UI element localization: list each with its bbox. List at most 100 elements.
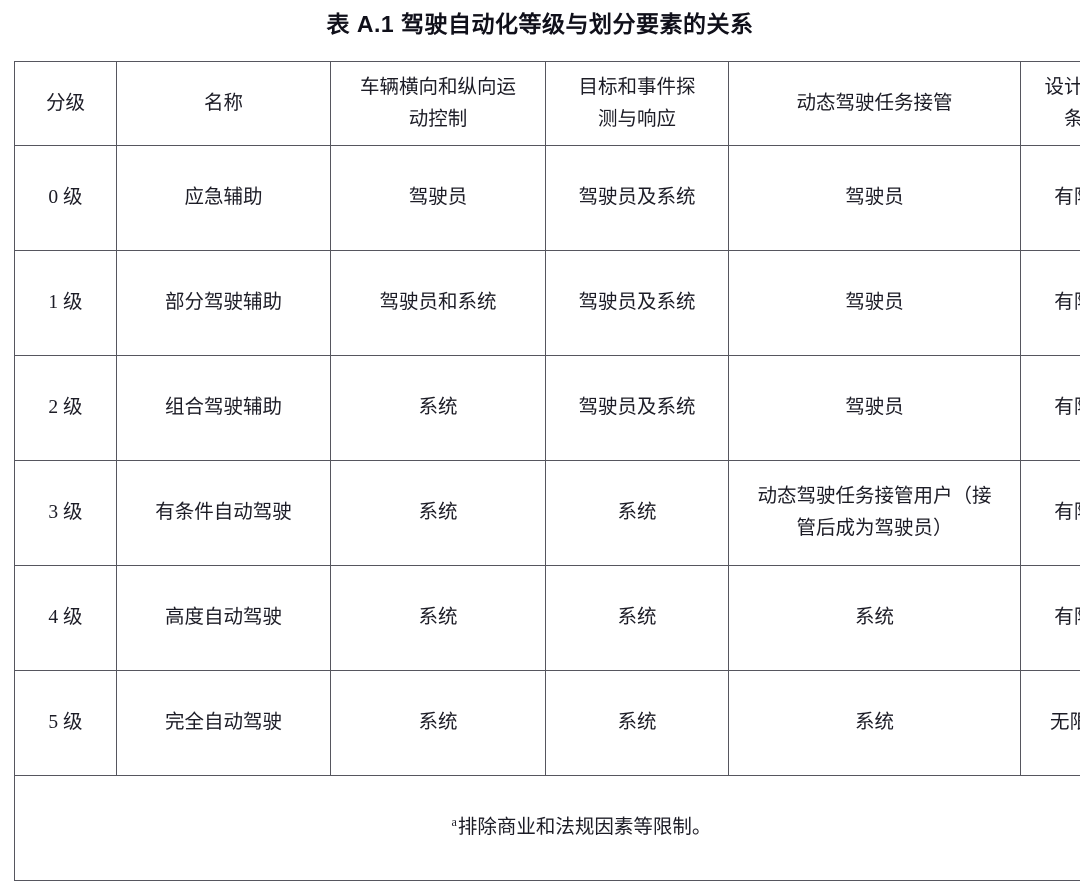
cell-lines: 部分驾驶辅助 (123, 287, 324, 319)
cell-line: 4 级 (21, 602, 110, 634)
table-row: 0 级 应急辅助 驾驶员 驾 (15, 146, 1080, 251)
cell-line: 动态驾驶任务接管用户（接 (735, 481, 1014, 513)
table-body: 0 级 应急辅助 驾驶员 驾 (15, 146, 1080, 881)
cell-lines: 1 级 (21, 287, 110, 319)
cell-line: 驾驶员 (337, 182, 539, 214)
header-line: 设计运行 (1027, 72, 1080, 104)
cell-lines: 驾驶员 (337, 182, 539, 214)
cell-level: 3 级 (15, 461, 117, 566)
cell-line: 管后成为驾驶员） (735, 513, 1014, 545)
cell-lines: 系统 (552, 497, 722, 529)
cell-lines: 系统 (735, 602, 1014, 634)
cell-line: 驾驶员和系统 (337, 287, 539, 319)
cell-motion-control: 驾驶员 (331, 146, 546, 251)
cell-lines: 系统 (337, 602, 539, 634)
cell-line: 组合驾驶辅助 (123, 392, 324, 424)
cell-level: 1 级 (15, 251, 117, 356)
cell-name: 有条件自动驾驶 (117, 461, 331, 566)
cell-motion-control: 系统 (331, 566, 546, 671)
cell-line: 驾驶员 (735, 287, 1014, 319)
header-line: 动控制 (337, 104, 539, 136)
cell-fallback: 系统 (729, 566, 1021, 671)
cell-line: 驾驶员 (735, 182, 1014, 214)
column-header-ddt-fallback: 动态驾驶任务接管 (729, 62, 1021, 146)
header-line: 分级 (21, 88, 110, 120)
cell-line: 高度自动驾驶 (123, 602, 324, 634)
cell-line: 系统 (735, 602, 1014, 634)
cell-oedr: 驾驶员及系统 (546, 251, 729, 356)
table-header-row: 分级 名称 车辆横向和纵向运 动控制 (15, 62, 1080, 146)
table-footnote-row: a排除商业和法规因素等限制。 (15, 776, 1080, 881)
header-line: 目标和事件探 (552, 72, 722, 104)
cell-name: 完全自动驾驶 (117, 671, 331, 776)
cell-line: 应急辅助 (123, 182, 324, 214)
header-lines-fallback: 动态驾驶任务接管 (735, 88, 1014, 120)
table-row: 4 级 高度自动驾驶 系统 (15, 566, 1080, 671)
column-header-lateral-longitudinal-motion-control: 车辆横向和纵向运 动控制 (331, 62, 546, 146)
cell-lines: 有条件自动驾驶 (123, 497, 324, 529)
cell-line: 3 级 (21, 497, 110, 529)
header-lines-odd: 设计运行 条件 (1027, 72, 1080, 135)
table-title: 表 A.1 驾驶自动化等级与划分要素的关系 (0, 0, 1080, 40)
cell-odd: 有限制 (1021, 251, 1080, 356)
cell-footnote: a排除商业和法规因素等限制。 (15, 776, 1080, 881)
cell-line: 系统 (337, 392, 539, 424)
cell-motion-control: 系统 (331, 671, 546, 776)
cell-lines: 驾驶员 (735, 392, 1014, 424)
table-row: 1 级 部分驾驶辅助 驾驶员和系统 (15, 251, 1080, 356)
cell-lines: 驾驶员 (735, 182, 1014, 214)
cell-motion-control: 驾驶员和系统 (331, 251, 546, 356)
cell-lines: 应急辅助 (123, 182, 324, 214)
cell-line: 有条件自动驾驶 (123, 497, 324, 529)
footnote-text: 排除商业和法规因素等限制。 (458, 817, 712, 838)
cell-fallback: 驾驶员 (729, 251, 1021, 356)
cell-lines: 系统 (337, 497, 539, 529)
cell-line: 系统 (337, 602, 539, 634)
cell-lines: 驾驶员和系统 (337, 287, 539, 319)
cell-fallback: 动态驾驶任务接管用户（接 管后成为驾驶员） (729, 461, 1021, 566)
cell-line: 系统 (552, 707, 722, 739)
table-container: 分级 名称 车辆横向和纵向运 动控制 (14, 61, 1068, 881)
header-lines-motion: 车辆横向和纵向运 动控制 (337, 72, 539, 135)
cell-lines: 驾驶员及系统 (552, 287, 722, 319)
cell-line: 系统 (735, 707, 1014, 739)
cell-lines: 组合驾驶辅助 (123, 392, 324, 424)
cell-fallback: 系统 (729, 671, 1021, 776)
cell-odd: 有限制 (1021, 566, 1080, 671)
cell-lines: 2 级 (21, 392, 110, 424)
header-line: 测与响应 (552, 104, 722, 136)
header-lines-oedr: 目标和事件探 测与响应 (552, 72, 722, 135)
cell-line: 0 级 (21, 182, 110, 214)
table-row: 3 级 有条件自动驾驶 系统 (15, 461, 1080, 566)
cell-lines: 完全自动驾驶 (123, 707, 324, 739)
header-lines-name: 名称 (123, 88, 324, 120)
cell-odd: 有限制 (1021, 461, 1080, 566)
cell-line: 1 级 (21, 287, 110, 319)
cell-lines: 有限制 (1027, 392, 1080, 424)
cell-lines: 有限制 (1027, 182, 1080, 214)
cell-name: 部分驾驶辅助 (117, 251, 331, 356)
cell-line: 有限制 (1027, 602, 1080, 634)
cell-line: 系统 (552, 602, 722, 634)
cell-line: 系统 (337, 707, 539, 739)
cell-fallback: 驾驶员 (729, 146, 1021, 251)
cell-line: 2 级 (21, 392, 110, 424)
cell-lines: 系统 (337, 392, 539, 424)
cell-lines: 动态驾驶任务接管用户（接 管后成为驾驶员） (735, 481, 1014, 544)
header-line: 车辆横向和纵向运 (337, 72, 539, 104)
cell-lines: 驾驶员及系统 (552, 182, 722, 214)
cell-line: 5 级 (21, 707, 110, 739)
header-lines-level: 分级 (21, 88, 110, 120)
header-line: 动态驾驶任务接管 (735, 88, 1014, 120)
cell-line: 驾驶员及系统 (552, 182, 722, 214)
cell-level: 2 级 (15, 356, 117, 461)
cell-oedr: 系统 (546, 461, 729, 566)
cell-lines: 高度自动驾驶 (123, 602, 324, 634)
cell-level: 0 级 (15, 146, 117, 251)
cell-lines: 0 级 (21, 182, 110, 214)
cell-line: 有限制 (1027, 287, 1080, 319)
cell-name: 应急辅助 (117, 146, 331, 251)
cell-name: 组合驾驶辅助 (117, 356, 331, 461)
cell-lines: 5 级 (21, 707, 110, 739)
cell-lines: 系统 (552, 602, 722, 634)
